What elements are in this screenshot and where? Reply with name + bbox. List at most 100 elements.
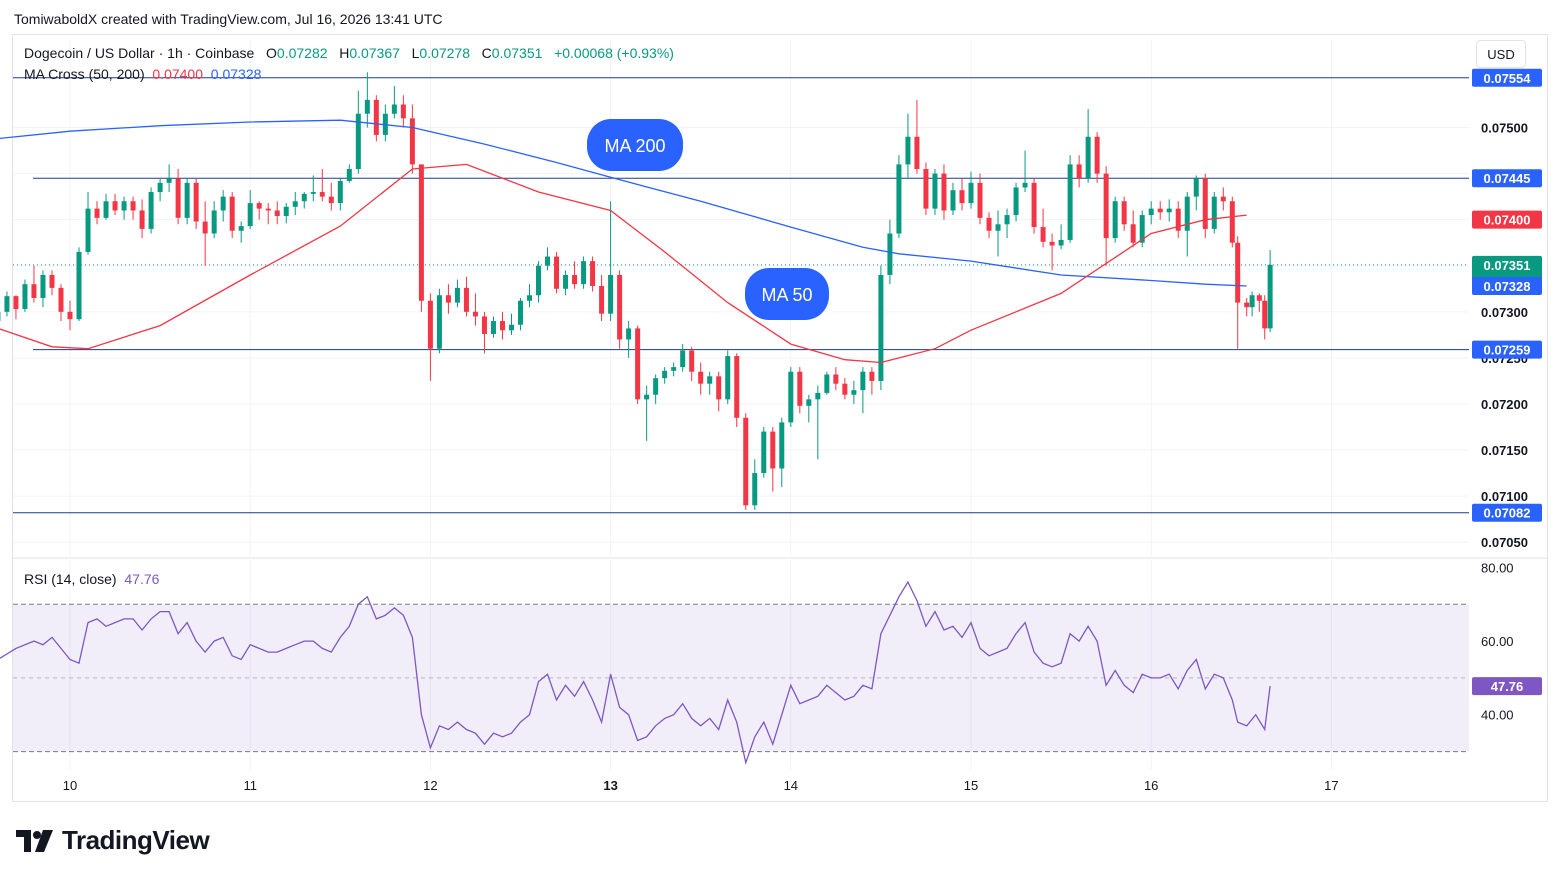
candle-body — [680, 350, 686, 368]
candle — [950, 182, 956, 216]
candle — [1031, 178, 1037, 234]
candle — [1157, 201, 1163, 220]
candle — [860, 367, 866, 414]
candle — [211, 201, 217, 239]
x-tick-label: 14 — [784, 778, 798, 793]
candle — [31, 265, 37, 303]
candle-body — [1184, 196, 1190, 231]
candle-body — [1058, 239, 1064, 246]
candle-body — [743, 417, 749, 506]
candle — [968, 171, 974, 209]
candle — [743, 413, 749, 510]
candle — [734, 353, 740, 427]
candle-body — [265, 208, 271, 211]
candle — [716, 371, 722, 412]
candle-body — [1112, 201, 1118, 239]
candle — [328, 182, 334, 211]
candle-body — [1085, 136, 1091, 179]
candle-body — [166, 178, 172, 183]
candle — [1004, 208, 1010, 239]
tradingview-logo-icon — [16, 829, 53, 852]
price-tag-bg — [1472, 68, 1542, 87]
candle-body — [346, 169, 352, 181]
bubble-bg — [745, 268, 829, 320]
candle — [1244, 298, 1250, 317]
candle — [617, 270, 623, 349]
bubble-label: MA 200 — [604, 136, 665, 156]
candle-body — [527, 295, 533, 301]
candle-body — [1157, 208, 1163, 213]
candle-body — [238, 226, 244, 231]
rsi-line — [0, 580, 1271, 765]
candle — [409, 104, 415, 174]
candle-body — [67, 311, 73, 320]
candle — [752, 459, 758, 510]
candle — [427, 293, 433, 381]
candle-body — [842, 383, 848, 395]
candle — [536, 261, 542, 303]
tradingview-logo[interactable]: TradingView — [16, 825, 210, 856]
candle — [1220, 187, 1226, 211]
candle-body — [4, 296, 10, 312]
candle — [806, 394, 812, 423]
candle — [103, 193, 109, 220]
candle — [148, 187, 154, 234]
high-label: H — [339, 45, 350, 61]
candle-body — [229, 196, 235, 231]
candle-body — [130, 201, 136, 211]
close-value: 0.07351 — [491, 45, 543, 61]
candle — [851, 380, 857, 404]
candle — [184, 178, 190, 225]
close-label: C — [481, 45, 492, 61]
candle-body — [959, 190, 965, 204]
candle-body — [914, 136, 920, 169]
currency-button[interactable]: USD — [1476, 40, 1526, 68]
candle-body — [1229, 201, 1235, 243]
price-tag-bg — [1472, 210, 1542, 229]
candle-body — [481, 316, 487, 334]
candle — [490, 316, 496, 338]
candle — [842, 378, 848, 400]
rsi-tick-label: 60.00 — [1481, 634, 1514, 649]
ma200-line — [0, 119, 1247, 287]
candle-body — [536, 265, 542, 296]
candle — [689, 346, 695, 381]
candle-body — [436, 295, 442, 349]
candle — [130, 196, 136, 220]
candle-body — [752, 473, 758, 506]
rsi-tick-label: 40.00 — [1481, 708, 1514, 723]
candle — [986, 212, 992, 239]
candle-body — [445, 295, 451, 303]
candle-body — [1103, 173, 1109, 239]
candle — [518, 298, 523, 331]
candle-body — [157, 182, 163, 193]
candle-body — [400, 104, 406, 119]
candle — [554, 251, 560, 294]
y-tick-label: 0.07200 — [1481, 397, 1528, 412]
candle — [13, 295, 19, 320]
candle-body — [85, 208, 91, 252]
ohlc-legend: Dogecoin / US Dollar · 1h · Coinbase O0.… — [24, 45, 674, 61]
y-tick-label: 0.07050 — [1481, 535, 1528, 550]
candle — [815, 385, 821, 460]
candle-body — [31, 284, 37, 298]
candle-body — [581, 261, 587, 285]
rsi-pane — [0, 580, 1469, 765]
candle-body — [932, 173, 938, 209]
candle — [1049, 233, 1055, 271]
open-value: 0.07282 — [276, 45, 328, 61]
candle-body — [256, 203, 262, 209]
candle-body — [472, 311, 478, 317]
candle — [1256, 293, 1262, 312]
candle — [779, 417, 785, 487]
candle-body — [1049, 241, 1055, 246]
candle — [391, 86, 397, 119]
candle — [698, 362, 704, 395]
candle-body — [806, 399, 812, 406]
candle — [301, 192, 307, 209]
price-tag-label: 0.07259 — [1484, 343, 1531, 358]
y-tick-label: 0.07500 — [1481, 121, 1528, 136]
candle-body — [58, 287, 64, 312]
candle — [1094, 132, 1100, 183]
